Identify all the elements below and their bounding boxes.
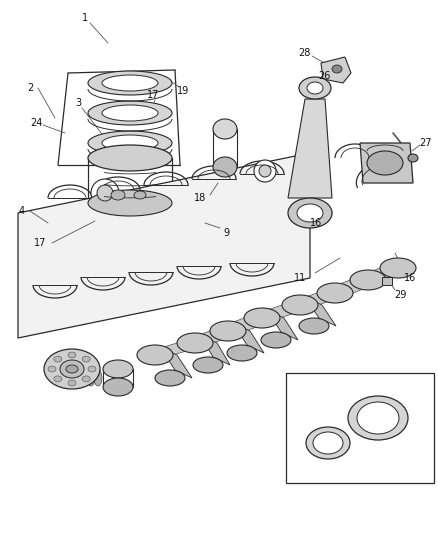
Ellipse shape [88, 71, 172, 95]
Ellipse shape [261, 332, 291, 348]
Ellipse shape [103, 360, 133, 378]
Ellipse shape [88, 190, 172, 216]
Ellipse shape [227, 345, 257, 361]
Ellipse shape [307, 82, 323, 94]
Ellipse shape [102, 75, 158, 91]
Text: 9: 9 [223, 228, 229, 238]
Ellipse shape [88, 131, 172, 155]
Ellipse shape [213, 119, 237, 139]
Ellipse shape [91, 179, 119, 207]
Ellipse shape [313, 432, 343, 454]
Ellipse shape [68, 380, 76, 386]
Ellipse shape [59, 370, 67, 386]
Ellipse shape [54, 356, 62, 362]
Polygon shape [233, 323, 264, 353]
Ellipse shape [350, 270, 386, 290]
Text: 4: 4 [19, 206, 25, 216]
Ellipse shape [213, 157, 237, 177]
Ellipse shape [380, 258, 416, 278]
Ellipse shape [66, 370, 74, 386]
Ellipse shape [137, 345, 173, 365]
Ellipse shape [244, 308, 280, 328]
Text: 19: 19 [177, 86, 189, 96]
Polygon shape [317, 280, 386, 293]
Text: 2: 2 [27, 83, 33, 93]
Ellipse shape [297, 204, 323, 222]
Ellipse shape [155, 370, 185, 386]
Polygon shape [160, 347, 192, 378]
Ellipse shape [348, 396, 408, 440]
Ellipse shape [408, 154, 418, 162]
Ellipse shape [88, 101, 172, 125]
Text: 26: 26 [318, 71, 330, 81]
Ellipse shape [367, 151, 403, 175]
Text: 17: 17 [147, 90, 159, 100]
Ellipse shape [193, 357, 223, 373]
Ellipse shape [48, 366, 56, 372]
Polygon shape [350, 268, 416, 280]
Ellipse shape [73, 370, 81, 386]
Ellipse shape [60, 360, 84, 378]
Ellipse shape [102, 105, 158, 121]
Ellipse shape [282, 295, 318, 315]
Ellipse shape [88, 145, 172, 171]
Polygon shape [18, 153, 310, 338]
Polygon shape [200, 335, 230, 365]
Polygon shape [282, 293, 353, 305]
Text: 24: 24 [30, 118, 42, 128]
Ellipse shape [177, 333, 213, 353]
Polygon shape [360, 143, 413, 183]
Polygon shape [305, 297, 336, 326]
Polygon shape [137, 343, 213, 355]
Ellipse shape [97, 185, 113, 201]
Ellipse shape [357, 402, 399, 434]
Text: 27: 27 [419, 138, 431, 148]
Ellipse shape [103, 378, 133, 396]
Ellipse shape [332, 65, 342, 73]
Ellipse shape [306, 427, 350, 459]
Ellipse shape [82, 376, 90, 382]
Polygon shape [321, 57, 351, 83]
Ellipse shape [68, 352, 76, 358]
Polygon shape [288, 99, 332, 198]
Ellipse shape [254, 160, 276, 182]
Bar [286, 373, 434, 483]
Ellipse shape [210, 321, 246, 341]
Text: 28: 28 [298, 48, 310, 58]
Ellipse shape [288, 198, 332, 228]
Text: 3: 3 [75, 98, 81, 108]
Ellipse shape [88, 366, 96, 372]
Ellipse shape [259, 165, 271, 177]
Text: 16: 16 [310, 218, 322, 228]
Ellipse shape [82, 356, 90, 362]
Ellipse shape [80, 370, 88, 386]
Polygon shape [244, 305, 318, 318]
Ellipse shape [54, 376, 62, 382]
Text: 11: 11 [294, 273, 306, 283]
Ellipse shape [102, 135, 158, 151]
Ellipse shape [44, 349, 100, 389]
Polygon shape [267, 310, 298, 340]
Text: 17: 17 [34, 238, 46, 248]
Ellipse shape [111, 190, 125, 200]
Polygon shape [210, 318, 280, 331]
Polygon shape [177, 331, 246, 343]
Ellipse shape [134, 191, 146, 199]
Ellipse shape [317, 283, 353, 303]
Text: 1: 1 [82, 13, 88, 23]
Polygon shape [382, 277, 392, 285]
Ellipse shape [66, 365, 78, 373]
Ellipse shape [299, 318, 329, 334]
Ellipse shape [87, 370, 95, 386]
Ellipse shape [94, 370, 102, 386]
Text: 29: 29 [394, 290, 406, 300]
Ellipse shape [299, 77, 331, 99]
Text: 18: 18 [194, 193, 206, 203]
Text: 16: 16 [404, 273, 416, 283]
